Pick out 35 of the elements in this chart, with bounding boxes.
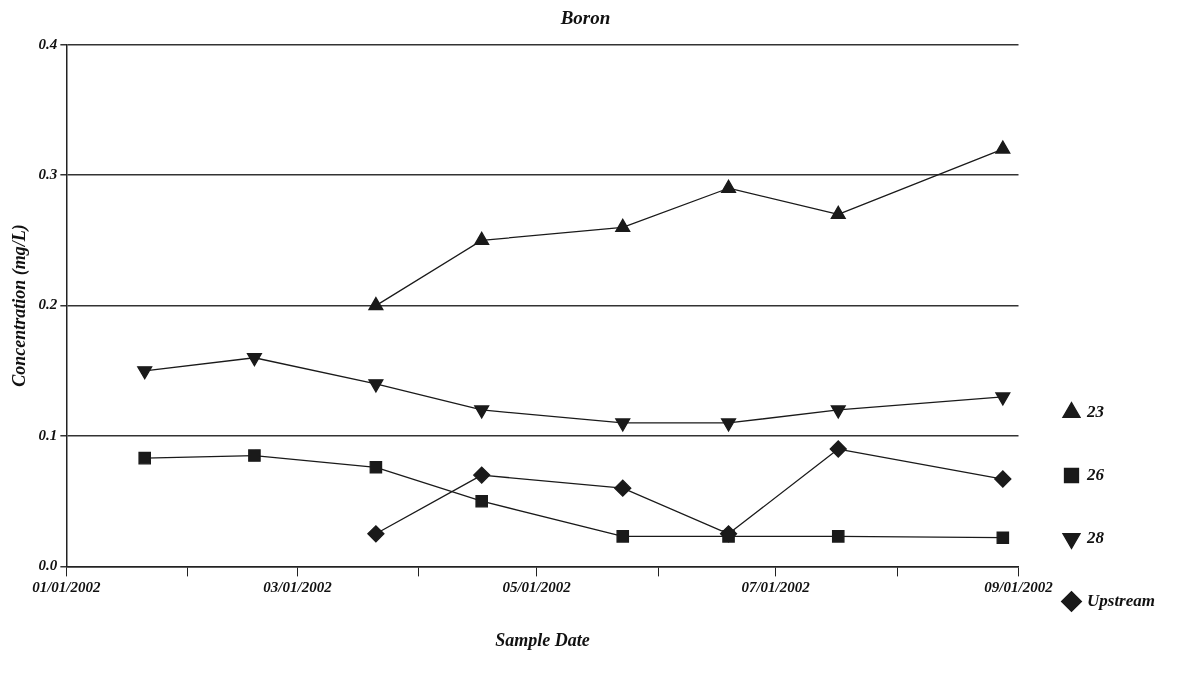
point — [475, 494, 488, 508]
point — [369, 460, 383, 474]
legend-label: 23 — [1086, 401, 1105, 421]
point — [367, 525, 385, 543]
y-tick-label: 0.3 — [38, 166, 58, 183]
x-tick-label: 03/01/2002 — [263, 579, 333, 596]
y-axis-title: Concentration (mg/L) — [9, 224, 31, 387]
point — [831, 530, 845, 543]
point — [995, 140, 1011, 154]
point — [473, 466, 491, 484]
y-tick-label: 0.1 — [38, 426, 58, 443]
legend-label: 26 — [1086, 464, 1105, 484]
point — [616, 530, 630, 543]
point — [720, 179, 737, 193]
point — [830, 205, 846, 219]
x-tick-label: 09/01/2002 — [984, 579, 1054, 596]
x-tick-label: 01/01/2002 — [32, 579, 102, 596]
x-tick-label: 07/01/2002 — [741, 579, 811, 596]
point — [368, 296, 384, 311]
point — [474, 231, 490, 246]
x-tick-label: 05/01/2002 — [502, 579, 572, 596]
point — [829, 440, 847, 458]
legend-label: 28 — [1086, 527, 1105, 547]
y-tick-label: 0.2 — [38, 296, 58, 313]
legend-label: Upstream — [1087, 590, 1155, 610]
point — [994, 470, 1012, 488]
x-axis-title: Sample Date — [495, 629, 590, 650]
point — [614, 479, 632, 497]
point — [615, 218, 631, 233]
y-tick-label: 0.4 — [38, 35, 58, 52]
point — [138, 451, 152, 465]
point — [248, 449, 261, 462]
y-tick-label: 0.0 — [38, 557, 58, 574]
chart-title: Boron — [559, 7, 611, 29]
point — [996, 531, 1010, 545]
